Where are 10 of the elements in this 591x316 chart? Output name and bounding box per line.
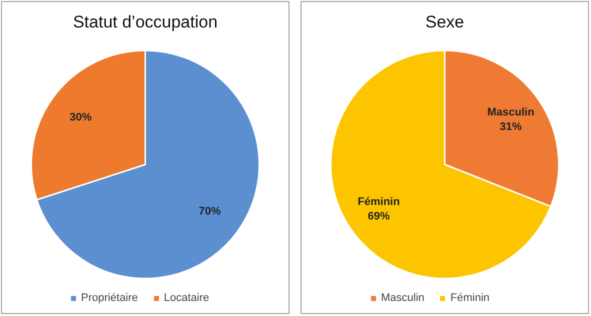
data-label: Masculin 31%	[487, 106, 535, 133]
chart-title: Statut d’occupation	[72, 12, 218, 32]
legend-label: Féminin	[450, 292, 490, 304]
data-label: Féminin 69%	[358, 196, 400, 223]
legend-label: Propriétaire	[81, 292, 138, 304]
data-label: 30%	[70, 112, 92, 124]
data-label: 70%	[198, 205, 222, 218]
legend-label: Masculin	[381, 292, 424, 304]
chart-title: Sexe	[425, 12, 464, 32]
legend-label: Locataire	[164, 292, 210, 304]
